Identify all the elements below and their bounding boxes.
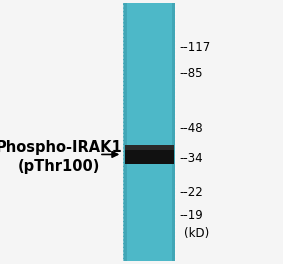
Text: --19: --19 [180, 209, 203, 222]
Bar [125, 144, 174, 150]
Bar [123, 3, 127, 261]
Bar [172, 3, 175, 261]
Text: --22: --22 [180, 186, 203, 199]
Text: (pThr100): (pThr100) [18, 159, 101, 174]
Text: (kD): (kD) [184, 227, 209, 240]
Text: Phospho-IRAK1: Phospho-IRAK1 [0, 140, 123, 155]
Text: --48: --48 [180, 121, 203, 135]
Text: --34: --34 [180, 152, 203, 165]
Bar [123, 3, 175, 261]
Text: --85: --85 [180, 67, 203, 81]
Text: --117: --117 [180, 41, 211, 54]
Bar [125, 144, 174, 164]
